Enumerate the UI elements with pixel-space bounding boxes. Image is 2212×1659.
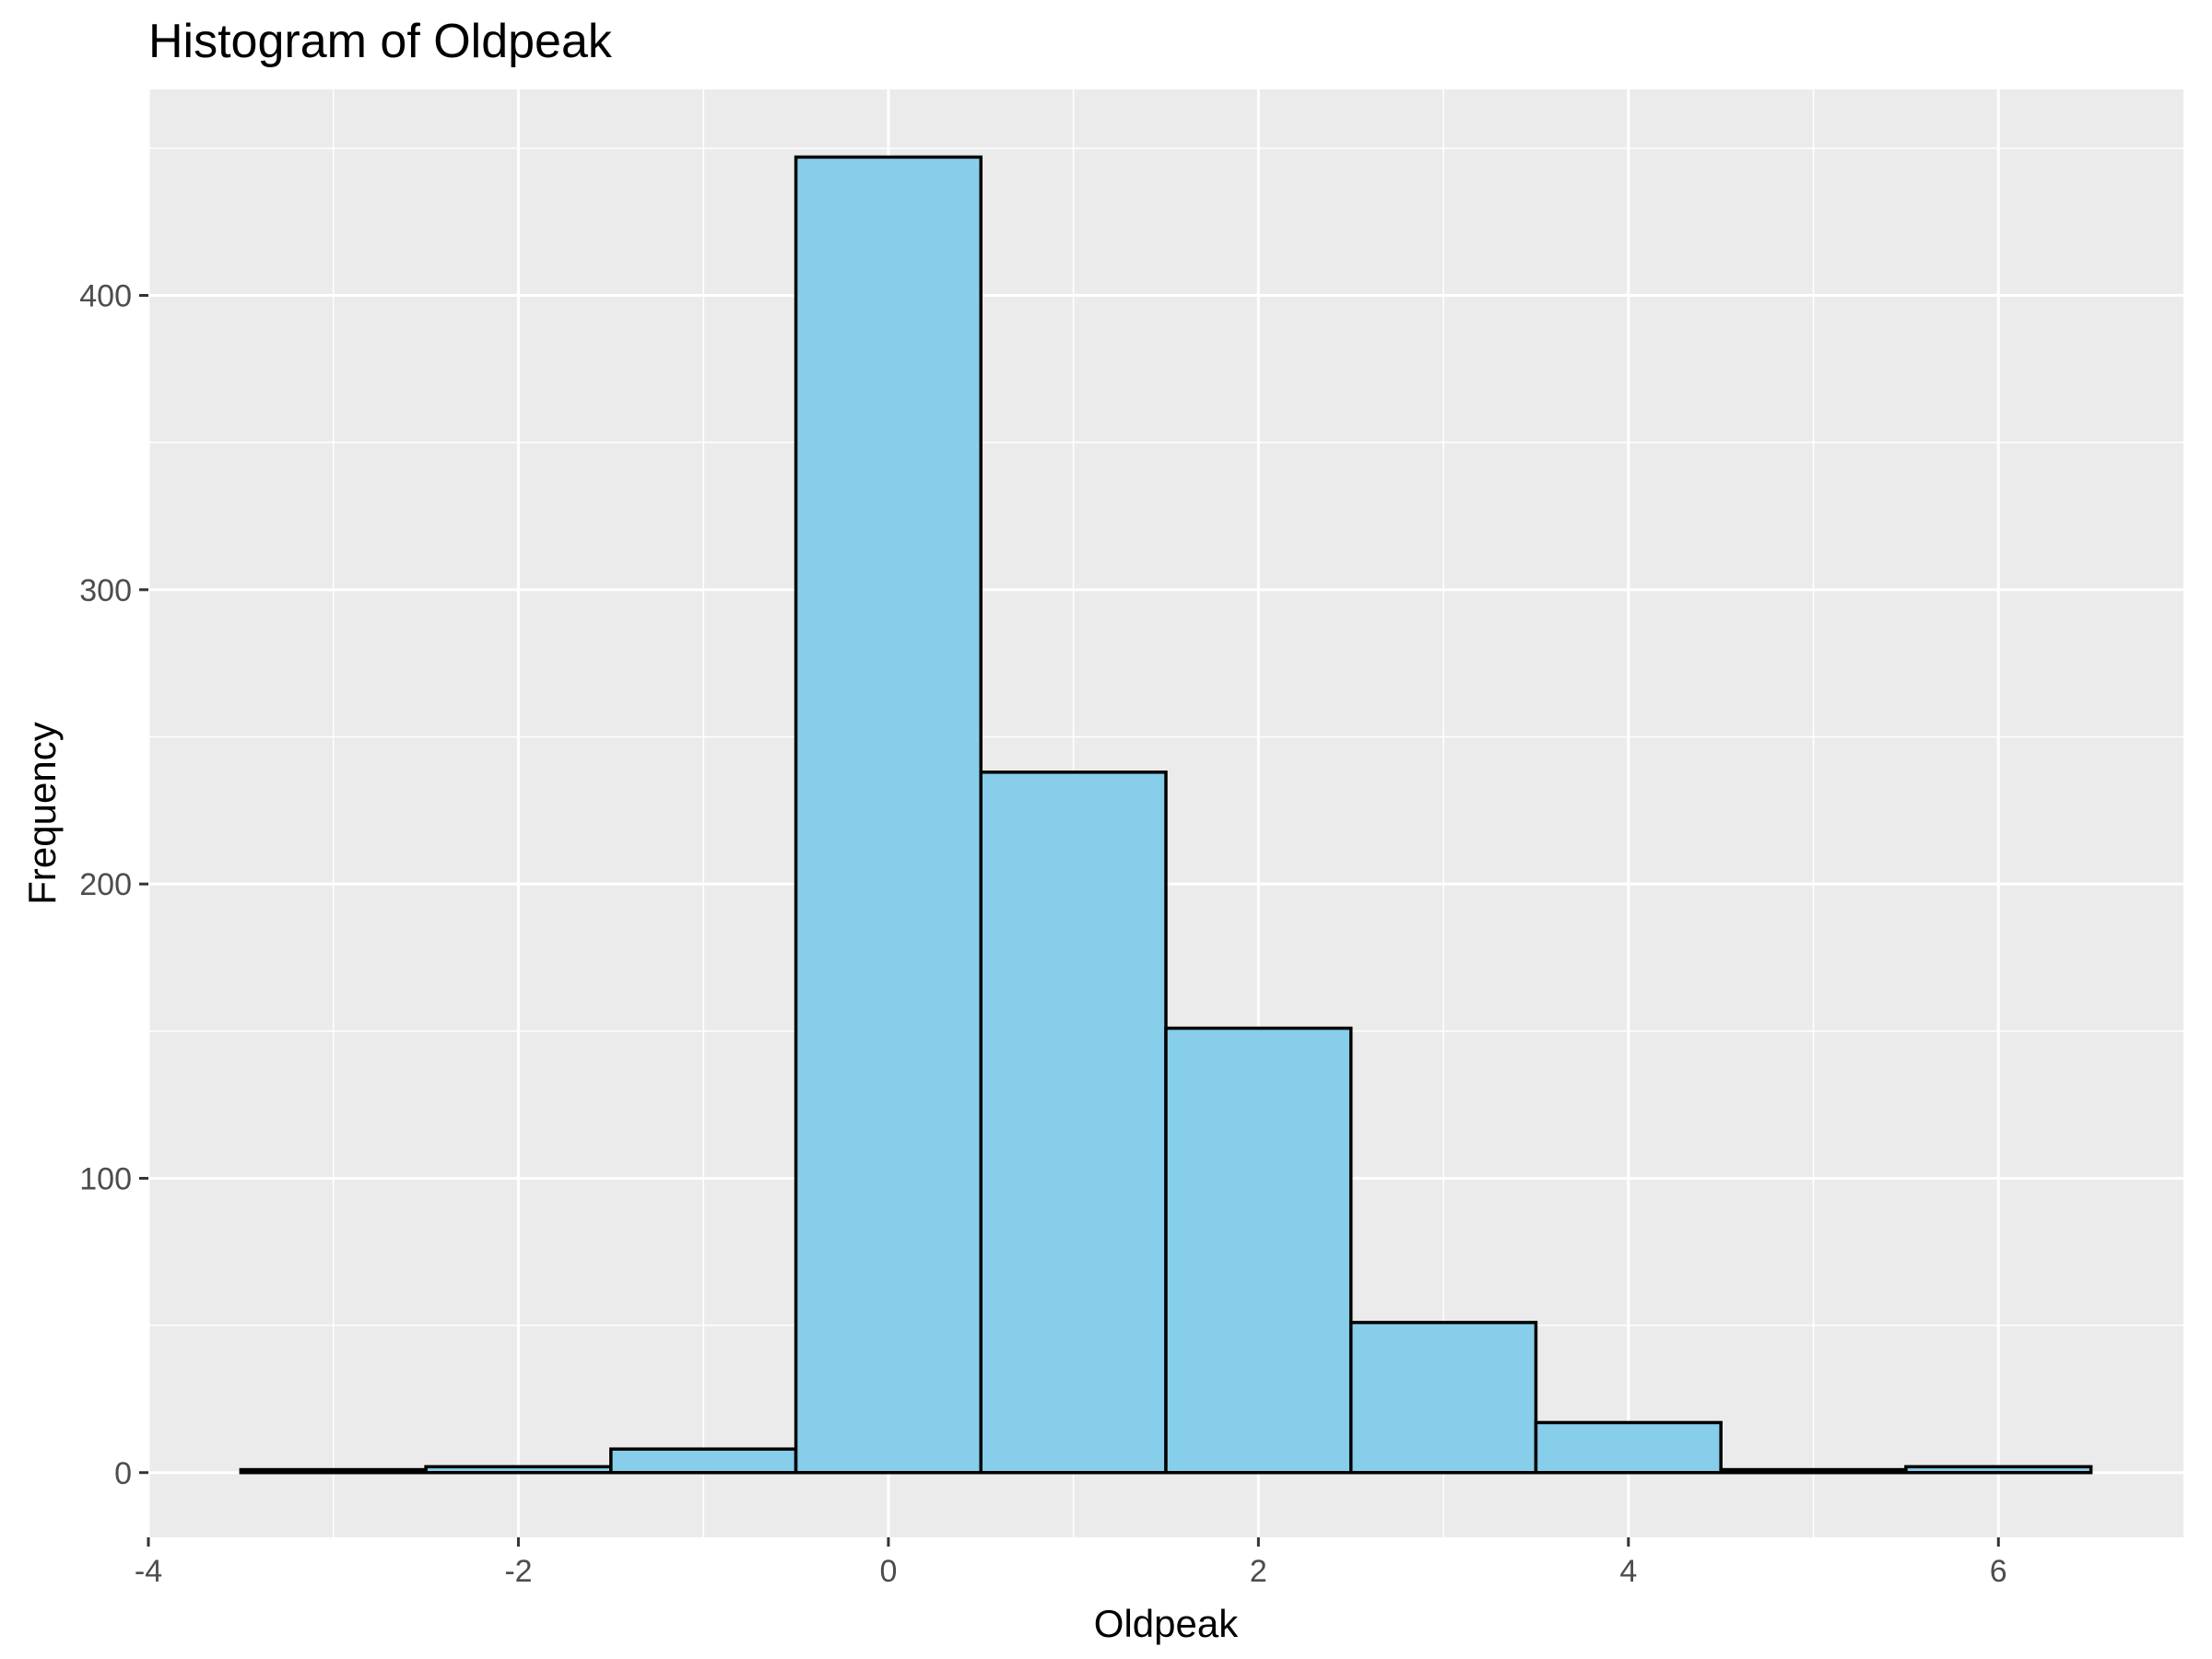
y-axis-ticks: 0 100 200 300 400: [79, 279, 148, 1491]
chart-title: Histogram of Oldpeak: [148, 15, 613, 68]
histogram-bar: [794, 155, 983, 1475]
histogram-bar: [1164, 1026, 1353, 1475]
x-axis-ticks: -4 -2 0 2 4 6: [135, 1537, 2007, 1589]
x-tick-label: 6: [1990, 1554, 2007, 1589]
histogram-bar: [1348, 1321, 1538, 1475]
x-axis-label: Oldpeak: [1094, 1602, 1239, 1645]
y-axis-label: Frequency: [20, 722, 64, 904]
y-tick-label: 100: [79, 1161, 132, 1196]
histogram-bar: [239, 1467, 428, 1475]
histogram-bar: [979, 771, 1168, 1475]
histogram-bar: [609, 1447, 798, 1475]
y-tick-label: 200: [79, 867, 132, 902]
y-tick-label: 300: [79, 573, 132, 608]
y-tick-label: 0: [114, 1456, 132, 1491]
y-tick-label: 400: [79, 279, 132, 314]
histogram-bar: [424, 1465, 613, 1475]
x-tick-label: 4: [1619, 1554, 1637, 1589]
histogram-bars: [239, 155, 2093, 1475]
histogram-bar: [1719, 1467, 1908, 1475]
x-tick-label: 0: [879, 1554, 897, 1589]
x-tick-label: -2: [504, 1554, 532, 1589]
x-tick-label: -4: [135, 1554, 162, 1589]
x-tick-label: 2: [1250, 1554, 1267, 1589]
histogram-bar: [1904, 1465, 2093, 1475]
histogram-bar: [1534, 1420, 1723, 1475]
